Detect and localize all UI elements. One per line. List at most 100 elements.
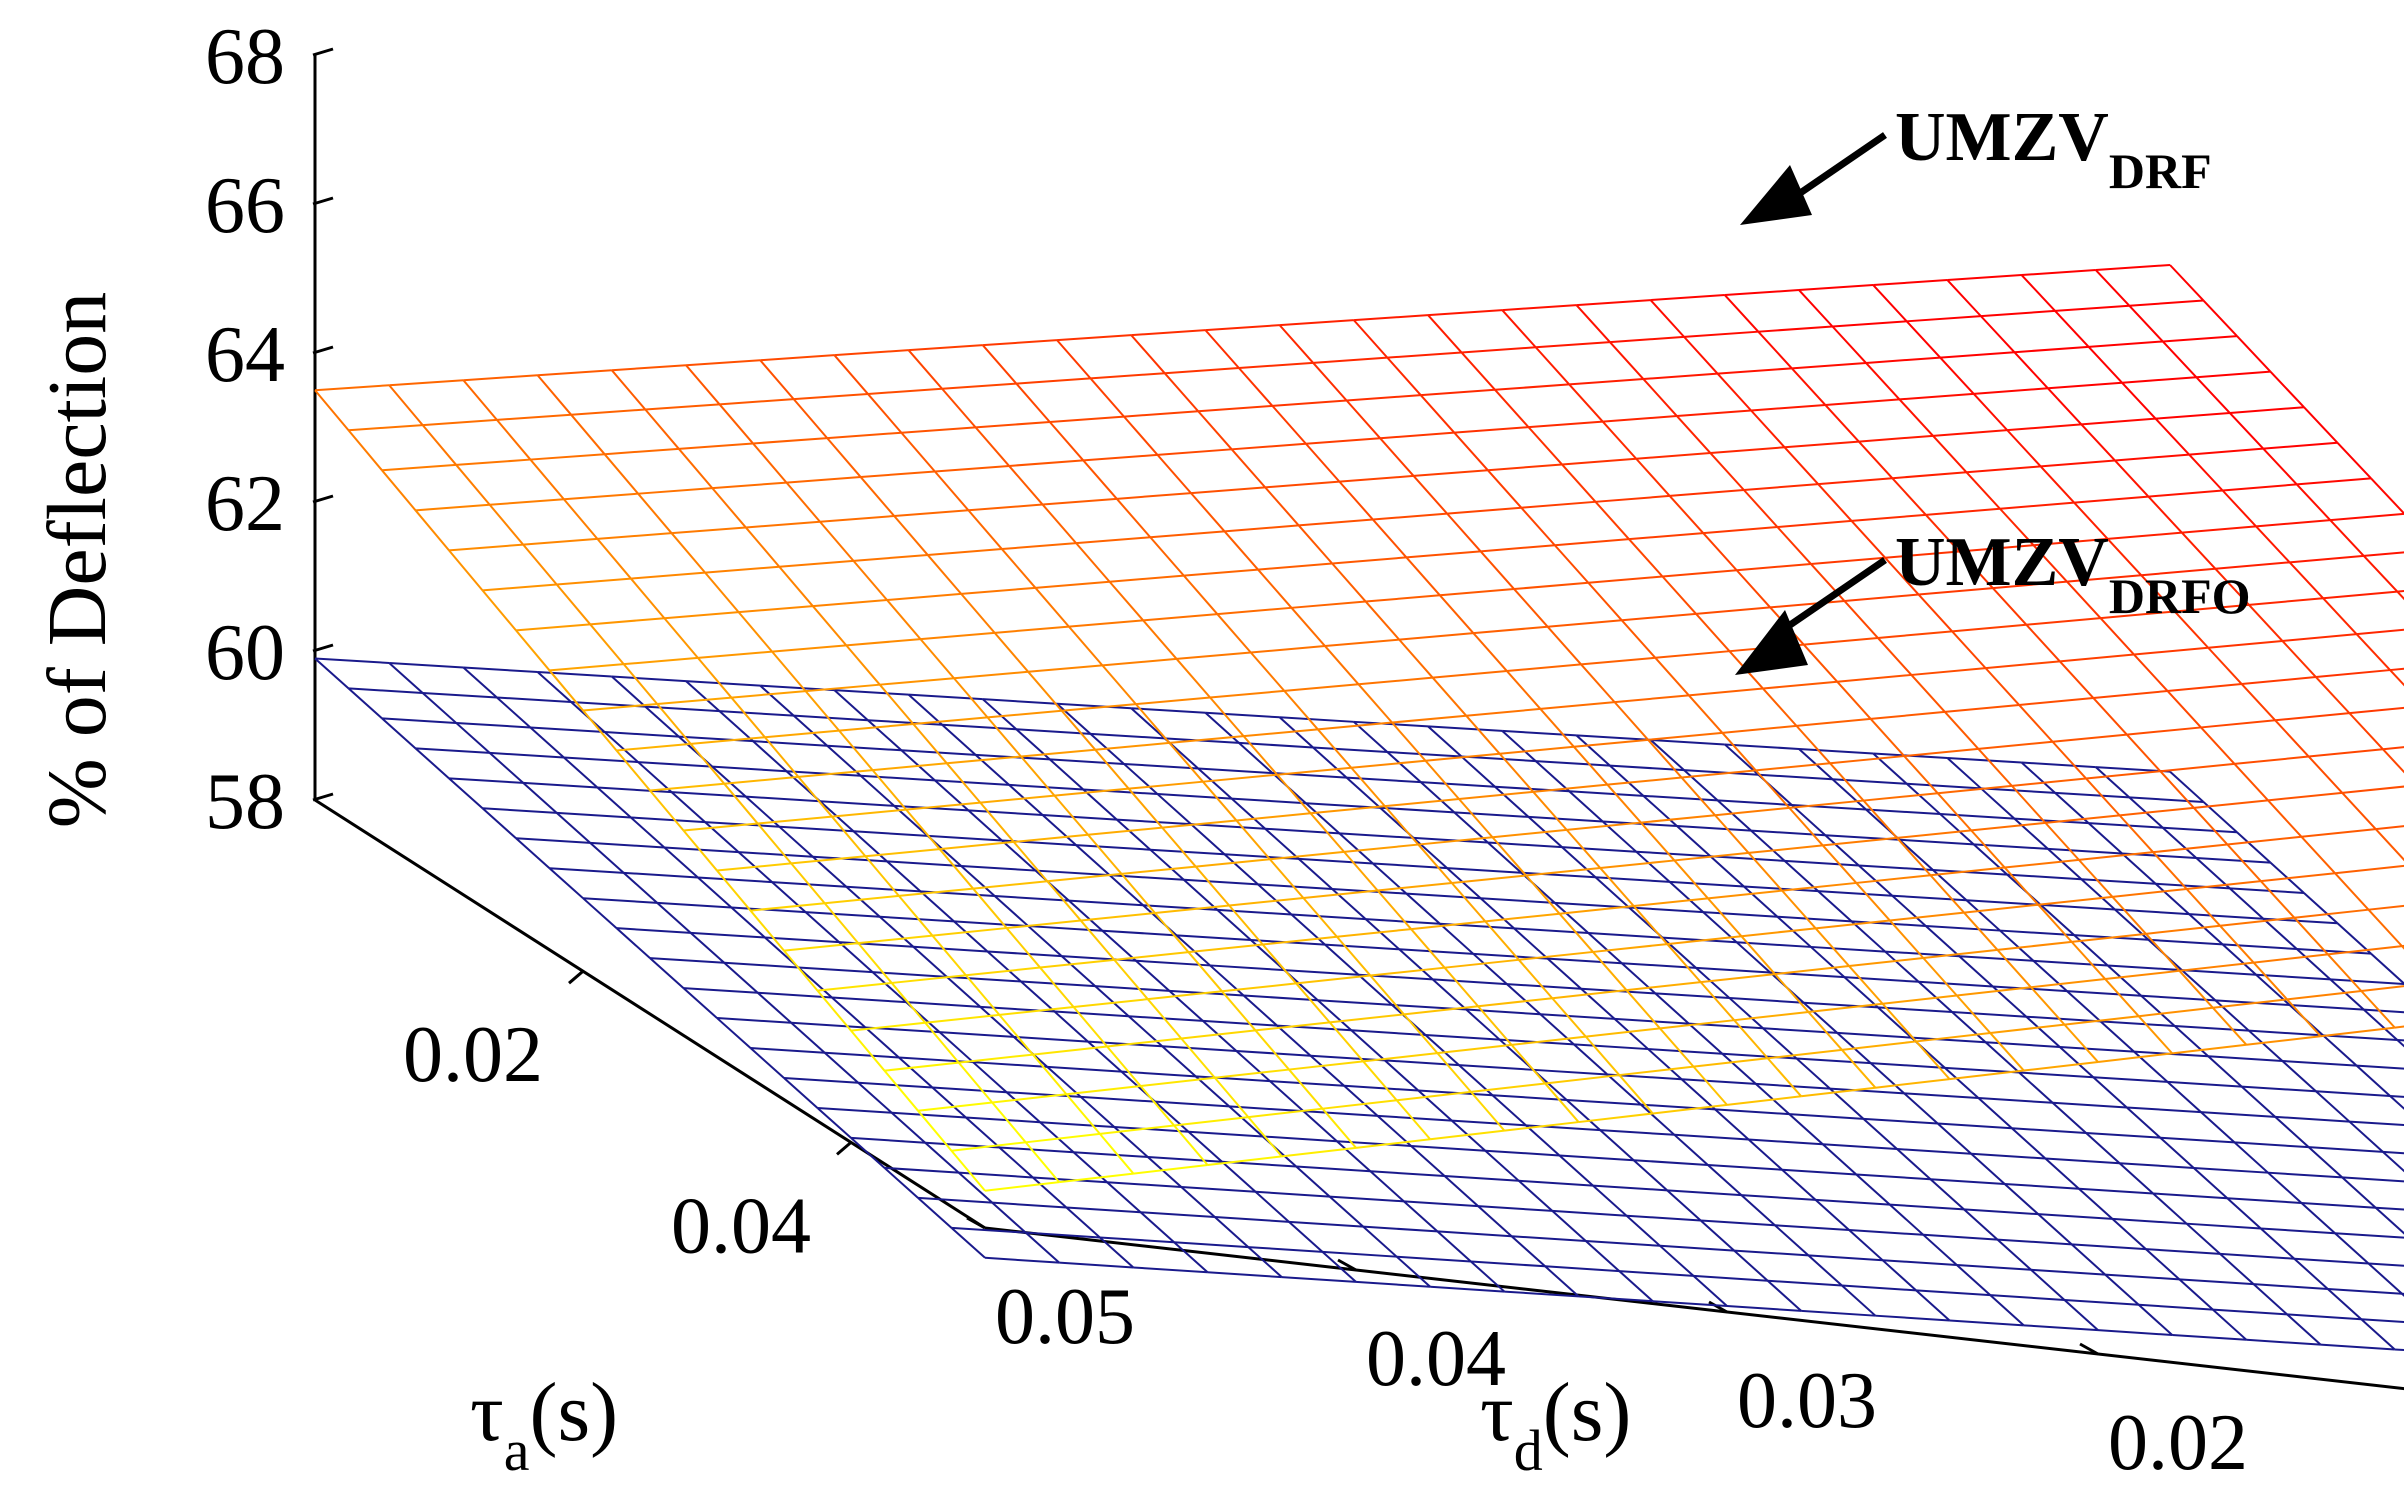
- tau-d-tick-label: 0.05: [995, 1273, 1135, 1361]
- mesh-line: [1648, 731, 1723, 741]
- mesh-line: [1626, 981, 1701, 992]
- mesh-line: [793, 714, 828, 747]
- mesh-line: [1669, 881, 1704, 913]
- mesh-line: [1997, 1238, 2072, 1246]
- mesh-line: [1990, 1294, 2065, 1301]
- mesh-line: [1896, 1148, 1972, 1155]
- mesh-line: [1688, 1022, 1723, 1055]
- mesh-line: [716, 1017, 792, 1024]
- mesh-line: [2030, 1268, 2106, 1276]
- mesh-line: [1020, 755, 1056, 797]
- mesh-line: [582, 897, 658, 904]
- mesh-line: [1377, 881, 1452, 892]
- mesh-line: [1065, 1206, 1101, 1239]
- mesh-line: [2229, 412, 2265, 450]
- mesh-line: [1873, 279, 1948, 287]
- mesh-line: [1755, 769, 1791, 809]
- mesh-line: [1814, 1199, 1850, 1231]
- mesh-line: [879, 677, 955, 686]
- mesh-line: [891, 974, 967, 984]
- mesh-line: [1575, 734, 1611, 767]
- mesh-line: [1916, 1289, 1991, 1297]
- mesh-line: [2078, 859, 2114, 898]
- mesh-line: [838, 729, 874, 771]
- mesh-line: [2394, 1348, 2404, 1352]
- mesh-line: [1406, 892, 1481, 900]
- mesh-line: [1288, 1068, 1324, 1110]
- mesh-line: [2200, 726, 2236, 765]
- mesh-line: [1628, 532, 1704, 541]
- mesh-line: [2095, 766, 2130, 799]
- mesh-line: [898, 887, 974, 897]
- mesh-line: [1547, 957, 1622, 965]
- mesh-line: [1049, 758, 1084, 791]
- mesh-line: [1684, 330, 1759, 338]
- mesh-line: [1714, 1108, 1750, 1141]
- mesh-line: [2193, 799, 2269, 809]
- mesh-line: [1296, 974, 1371, 985]
- mesh-line: [1297, 524, 1333, 565]
- mesh-line: [496, 419, 532, 461]
- mesh-line: [1420, 394, 1456, 434]
- mesh-line: [690, 736, 765, 745]
- mesh-line: [1824, 834, 1860, 867]
- mesh-line: [1521, 500, 1596, 509]
- mesh-line: [2033, 959, 2108, 967]
- mesh-line: [1484, 1149, 1520, 1182]
- mesh-line: [1661, 575, 1697, 615]
- mesh-line: [1726, 1095, 1802, 1106]
- mesh-line: [1424, 1034, 1460, 1066]
- mesh-line: [1795, 725, 1831, 764]
- mesh-line: [2172, 1043, 2247, 1055]
- mesh-line: [1056, 334, 1132, 342]
- mesh-line: [958, 1171, 993, 1204]
- mesh-line: [797, 966, 833, 999]
- mesh-line: [1947, 757, 2022, 764]
- mesh-line: [2253, 1283, 2328, 1290]
- mesh-line: [1700, 1219, 1775, 1227]
- mesh-line: [637, 761, 673, 793]
- mesh-line: [1716, 373, 1752, 412]
- mesh-line: [1444, 1175, 1519, 1182]
- mesh-line: [1403, 1200, 1439, 1233]
- mesh-line: [615, 927, 651, 959]
- mesh-line: [663, 846, 699, 879]
- mesh-line: [1903, 755, 1939, 794]
- mesh-line: [1693, 1057, 1768, 1068]
- mesh-line: [1822, 836, 1898, 847]
- mesh-line: [879, 684, 915, 725]
- mesh-line: [1795, 1057, 1831, 1090]
- mesh-line: [745, 795, 821, 803]
- x-axis-label: τa(s): [470, 1366, 618, 1483]
- mesh-line: [1350, 767, 1386, 807]
- mesh-line: [1228, 1105, 1264, 1138]
- mesh-line: [2166, 690, 2202, 729]
- mesh-line: [711, 765, 747, 798]
- mesh-line: [992, 1201, 1067, 1209]
- mesh-line: [1053, 1010, 1089, 1043]
- mesh-line: [2315, 669, 2391, 679]
- z-tick-label: 64: [205, 311, 285, 399]
- mesh-line: [2137, 1015, 2173, 1055]
- mesh-line: [2288, 561, 2324, 599]
- mesh-line: [2007, 423, 2082, 432]
- mesh-line: [1149, 536, 1185, 577]
- mesh-line: [1039, 958, 1115, 969]
- mesh-line: [2394, 1025, 2404, 1029]
- mesh-line: [2185, 1222, 2221, 1255]
- mesh-line: [2219, 925, 2255, 964]
- mesh-line: [1065, 1093, 1101, 1135]
- mesh-line: [1313, 356, 1388, 364]
- mesh-line: [1305, 437, 1381, 445]
- mesh-line: [448, 549, 484, 592]
- mesh-line: [1102, 657, 1177, 667]
- mesh-line: [1001, 542, 1077, 551]
- mesh-line: [1776, 526, 1812, 565]
- mesh-line: [1161, 1045, 1197, 1078]
- mesh-line: [998, 1014, 1034, 1056]
- mesh-line: [1554, 902, 1589, 934]
- mesh-line: [1946, 279, 1982, 317]
- tau-d-tick-mark: [1337, 1258, 1357, 1272]
- mesh-line: [2289, 554, 2364, 564]
- mesh-line: [1344, 843, 1419, 853]
